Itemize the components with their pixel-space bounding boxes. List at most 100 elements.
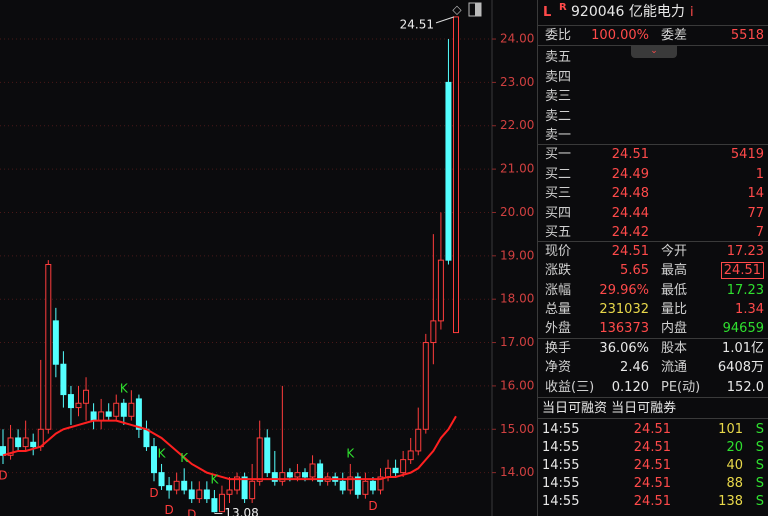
cell: 量比 bbox=[661, 301, 688, 317]
cell: 买五 bbox=[545, 225, 572, 240]
signal: K bbox=[346, 446, 355, 460]
y-tick-label: 22.00 bbox=[500, 118, 534, 132]
cell: 5.65 bbox=[620, 263, 649, 279]
cell: 231032 bbox=[599, 301, 649, 317]
cell: 买三 bbox=[545, 186, 572, 201]
high-label: 24.51 bbox=[400, 17, 434, 31]
candle-body bbox=[385, 467, 392, 478]
cell: 14 bbox=[747, 186, 764, 201]
low-label: 13.08 bbox=[224, 506, 258, 516]
candle-body bbox=[362, 480, 369, 495]
cell: 涨跌 bbox=[545, 263, 572, 279]
candle-body bbox=[120, 402, 127, 417]
fund-row: 收益(三) 0.120 PE(动) 152.0 bbox=[538, 378, 768, 397]
candle-body bbox=[98, 411, 105, 422]
y-tick-label: 21.00 bbox=[500, 162, 534, 176]
y-tick-label: 17.00 bbox=[500, 335, 534, 349]
cell: 总量 bbox=[545, 301, 572, 317]
signal: D bbox=[187, 507, 196, 516]
cell: 24.48 bbox=[611, 186, 649, 201]
cell: 卖四 bbox=[545, 69, 572, 85]
candle-body bbox=[90, 411, 97, 422]
separator bbox=[538, 241, 768, 242]
sell-row: 卖三 bbox=[538, 87, 768, 106]
fund-row: 净资 2.46 流通 6408万 bbox=[538, 358, 768, 377]
info[interactable]: i bbox=[690, 5, 694, 20]
trade-row: 14:55 24.51 88 S bbox=[538, 474, 768, 493]
candle-body bbox=[309, 463, 316, 478]
cell: 2.46 bbox=[620, 360, 649, 376]
separator bbox=[538, 144, 768, 145]
candle-body bbox=[83, 389, 90, 404]
trade-row: 14:55 24.51 101 S bbox=[538, 420, 768, 439]
cell: 20 bbox=[726, 440, 743, 455]
cell: 买四 bbox=[545, 205, 572, 221]
ratio-row: 委比 100.00% 委差 5518 bbox=[538, 26, 768, 45]
flag: L bbox=[543, 5, 552, 20]
y-tick-label: 19.00 bbox=[500, 248, 534, 262]
separator bbox=[538, 25, 768, 26]
y-tick-label: 23.00 bbox=[500, 75, 534, 89]
sell-row: 卖五 bbox=[538, 48, 768, 67]
trade-row: 14:55 24.51 40 S bbox=[538, 456, 768, 475]
cell: 14:55 bbox=[542, 422, 580, 437]
stat-row: 外盘 136373 内盘 94659 bbox=[538, 319, 768, 338]
cell: 卖五 bbox=[545, 50, 572, 65]
cell: 流通 bbox=[661, 360, 688, 376]
cell: 1.01亿 bbox=[722, 341, 764, 356]
candle-body bbox=[430, 320, 437, 344]
cell: 24.51 bbox=[633, 440, 671, 455]
candle-body bbox=[422, 342, 429, 430]
candle-body bbox=[256, 437, 263, 482]
candle-body bbox=[317, 463, 324, 482]
collapse-button[interactable]: ⌄ bbox=[631, 45, 677, 58]
y-tick-label: 20.00 bbox=[500, 205, 534, 219]
candle-body bbox=[218, 493, 225, 513]
y-tick-label: 18.00 bbox=[500, 292, 534, 306]
fund-row: 换手 36.06% 股本 1.01亿 bbox=[538, 339, 768, 358]
y-tick-label: 16.00 bbox=[500, 378, 534, 392]
header: L R 920046 亿能电力 i bbox=[538, 2, 768, 25]
cell: S bbox=[755, 458, 764, 473]
cell: 买二 bbox=[545, 166, 572, 182]
stat-row: 现价 24.51 今开 17.23 bbox=[538, 242, 768, 261]
candle-body bbox=[286, 472, 293, 478]
candle-body bbox=[249, 480, 256, 500]
cell: 最低 bbox=[661, 282, 688, 298]
cell: 卖二 bbox=[545, 108, 572, 124]
candle-body bbox=[173, 480, 180, 491]
candle-body bbox=[279, 472, 286, 482]
trade-row: 14:55 24.51 138 S bbox=[538, 492, 768, 511]
cell: 14:55 bbox=[542, 476, 580, 491]
cell: 内盘 bbox=[661, 321, 688, 337]
trade-row: 14:55 24.51 20 S bbox=[538, 438, 768, 457]
cell: 24.42 bbox=[611, 225, 649, 240]
candle-body bbox=[105, 411, 112, 417]
cell: 5419 bbox=[730, 147, 764, 162]
candle-body bbox=[128, 402, 135, 417]
high-pointer bbox=[435, 16, 455, 24]
signal: K bbox=[180, 451, 189, 465]
candle-body bbox=[188, 489, 195, 500]
icon-window-half bbox=[475, 3, 481, 16]
cell: 24.51 bbox=[611, 147, 649, 162]
cell: 1.34 bbox=[735, 301, 764, 317]
chart: ◇ 14.00 15.00 16.00 17.00 18.00 19.00 20.00 21.… bbox=[0, 0, 534, 516]
candle-body bbox=[264, 437, 271, 474]
signal: D bbox=[164, 503, 173, 516]
candle-body bbox=[392, 467, 399, 474]
cell: PE(动) bbox=[661, 379, 701, 395]
cell: S bbox=[755, 494, 764, 509]
cell: 涨幅 bbox=[545, 282, 572, 298]
cell: 77 bbox=[747, 205, 764, 221]
stock-title: 920046 亿能电力 bbox=[571, 4, 685, 20]
cell: 14:55 bbox=[542, 440, 580, 455]
icon-diamond[interactable]: ◇ bbox=[452, 3, 462, 17]
moving-average bbox=[2, 415, 457, 481]
cell: 94659 bbox=[722, 321, 764, 337]
candle-body bbox=[294, 472, 301, 478]
stat-row: 涨跌 5.65 最高 24.51 bbox=[538, 261, 768, 280]
candle-body bbox=[75, 402, 82, 409]
label: 委差 bbox=[661, 28, 688, 43]
